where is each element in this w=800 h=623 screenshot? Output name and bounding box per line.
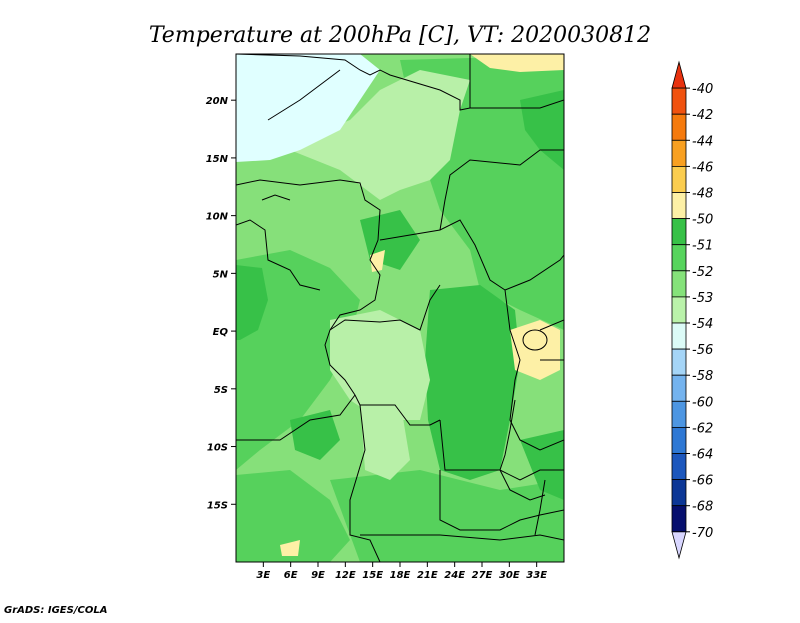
colorbar-swatch bbox=[671, 374, 687, 402]
colorbar-label: -51 bbox=[692, 239, 713, 254]
longitude-tick-label: 9E bbox=[311, 570, 325, 581]
colorbar-swatch bbox=[671, 270, 687, 298]
temperature-region-congo bbox=[425, 285, 520, 480]
colorbar-label: -62 bbox=[692, 421, 713, 436]
longitude-tick-label: 30E bbox=[499, 570, 520, 581]
latitude-tick-label: EQ bbox=[213, 327, 229, 338]
latitude-tick-label: 5N bbox=[213, 269, 229, 280]
colorbar-swatch bbox=[671, 296, 687, 324]
latitude-tick-label: 10N bbox=[206, 212, 229, 223]
colorbar-swatch bbox=[671, 139, 687, 167]
colorbar-label: -70 bbox=[692, 526, 713, 541]
longitude-tick-label: 12E bbox=[335, 570, 356, 581]
colorbar-bottom-arrow bbox=[671, 531, 687, 560]
colorbar-label: -56 bbox=[692, 343, 713, 358]
latitude-tick-label: 20N bbox=[206, 96, 229, 107]
longitude-tick-label: 15E bbox=[362, 570, 383, 581]
temperature-region-warm-south bbox=[280, 540, 300, 556]
temperature-region-cameroon bbox=[236, 265, 268, 340]
colorbar-swatch bbox=[671, 322, 687, 350]
longitude-tick-label: 18E bbox=[390, 570, 411, 581]
map-panel: 3E 6E 9E 12E 15E 18E 21E 24E 27E 30E 33E 20N 15N 10N… bbox=[206, 53, 565, 581]
latitude-tick-label: 5S bbox=[214, 385, 228, 396]
longitude-tick-label: 6E bbox=[284, 570, 298, 581]
colorbar-swatch bbox=[671, 479, 687, 507]
colorbar-label: -64 bbox=[692, 448, 713, 463]
latitude-axis: 20N 15N 10N 5N EQ 5S 10S 15S bbox=[206, 96, 236, 511]
colorbar-swatch bbox=[671, 426, 687, 454]
colorbar-label: -42 bbox=[692, 108, 713, 123]
colorbar-label: -46 bbox=[692, 160, 713, 175]
colorbar-label: -54 bbox=[692, 317, 713, 332]
temperature-region-warm-north bbox=[470, 54, 564, 72]
colorbar-label: -48 bbox=[692, 187, 713, 202]
lake-outlines bbox=[499, 329, 548, 536]
colorbar-label: -60 bbox=[692, 395, 713, 410]
colorbar-swatch bbox=[671, 192, 687, 220]
colorbar: -40 -42 -44 -46 -48 -50 -51 -52 -53 -54 -56 -58 -60 -… bbox=[671, 60, 713, 560]
colorbar-swatch bbox=[671, 113, 687, 141]
colorbar-label: -52 bbox=[692, 265, 713, 280]
temperature-region-angola bbox=[290, 410, 340, 460]
colorbar-swatch bbox=[671, 165, 687, 193]
longitude-tick-label: 27E bbox=[472, 570, 493, 581]
temperature-region-west bbox=[236, 250, 360, 470]
map-title: Temperature at 200hPa [C], VT: 202003081… bbox=[149, 23, 651, 48]
longitude-tick-label: 3E bbox=[256, 570, 270, 581]
colorbar-swatch bbox=[671, 348, 687, 376]
colorbar-label: -40 bbox=[692, 82, 713, 97]
colorbar-label: -58 bbox=[692, 369, 713, 384]
colorbar-swatch bbox=[671, 400, 687, 428]
grads-footer: GrADS: IGES/COLA bbox=[4, 605, 107, 616]
colorbar-label: -53 bbox=[692, 291, 713, 306]
temperature-region-southwest bbox=[236, 470, 350, 562]
longitude-tick-label: 33E bbox=[526, 570, 547, 581]
colorbar-swatch bbox=[671, 505, 687, 533]
longitude-tick-label: 21E bbox=[417, 570, 438, 581]
colorbar-swatch bbox=[671, 453, 687, 481]
colorbar-swatch bbox=[671, 218, 687, 246]
colorbar-top-arrow bbox=[671, 60, 687, 89]
colorbar-label: -44 bbox=[692, 134, 713, 149]
temperature-region-zambia bbox=[520, 430, 564, 500]
colorbar-label: -66 bbox=[692, 474, 713, 489]
longitude-tick-label: 24E bbox=[444, 570, 465, 581]
colorbar-label: -68 bbox=[692, 500, 713, 515]
temperature-region-kasai bbox=[360, 400, 410, 480]
longitude-axis: 3E 6E 9E 12E 15E 18E 21E 24E 27E 30E 33E bbox=[256, 562, 547, 581]
country-borders bbox=[236, 54, 564, 562]
colorbar-swatch bbox=[671, 244, 687, 272]
latitude-tick-label: 10S bbox=[207, 443, 228, 454]
temperature-region-sahel bbox=[236, 70, 470, 200]
colorbar-swatch bbox=[671, 87, 687, 115]
latitude-tick-label: 15S bbox=[207, 500, 228, 511]
colorbar-label: -50 bbox=[692, 213, 713, 228]
temperature-region-gabon bbox=[330, 310, 430, 420]
latitude-tick-label: 15N bbox=[206, 154, 229, 165]
temperature-region-sahara-cold bbox=[236, 54, 380, 162]
